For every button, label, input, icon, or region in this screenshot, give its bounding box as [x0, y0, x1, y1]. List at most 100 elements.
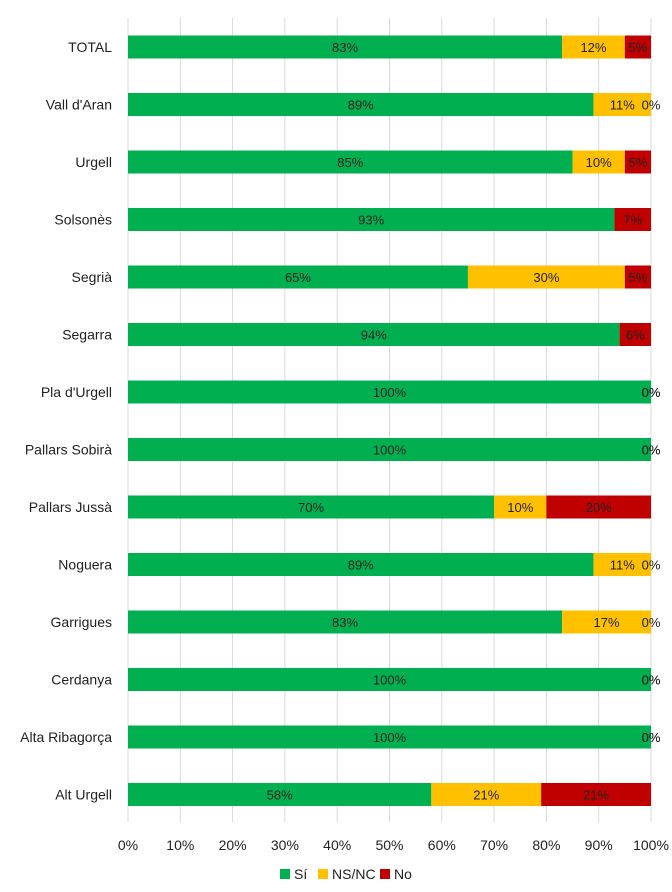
data-label: 11% [610, 558, 635, 573]
bar-segment [128, 93, 594, 116]
data-label: 100% [373, 385, 407, 400]
data-label: 65% [285, 270, 311, 285]
data-label: 100% [373, 730, 407, 745]
category-label: Pla d'Urgell [41, 384, 112, 400]
bar-segment [546, 495, 651, 519]
legend-label: Sí [294, 866, 307, 882]
data-label: 70% [298, 500, 324, 515]
data-label: 0% [642, 98, 661, 113]
data-label: 10% [586, 155, 612, 170]
data-label: 5% [629, 270, 648, 285]
bar-segment [128, 438, 651, 461]
data-label: 0% [642, 615, 661, 630]
x-tick-label: 90% [585, 837, 613, 853]
bar-segment [128, 380, 651, 404]
bar-segment [128, 725, 651, 749]
data-label: 83% [332, 40, 358, 55]
data-label: 17% [594, 615, 620, 630]
data-label: 93% [358, 213, 384, 228]
category-label: Cerdanya [51, 672, 112, 688]
data-label: 58% [267, 788, 293, 803]
bar-segment [572, 150, 625, 174]
legend-swatch [280, 869, 290, 879]
x-tick-label: 20% [219, 837, 247, 853]
data-label: 0% [642, 730, 661, 745]
data-label: 83% [332, 615, 358, 630]
bar-segment [562, 610, 651, 634]
data-label: 0% [642, 443, 661, 458]
x-tick-label: 70% [480, 837, 508, 853]
bar-segment [593, 553, 651, 576]
bar-segment [619, 323, 651, 346]
bar-segment [562, 35, 625, 59]
bar-segment [431, 783, 542, 806]
data-label: 100% [373, 673, 407, 688]
bar-segment [128, 323, 620, 346]
bar-segment [467, 265, 625, 289]
bar-segment [128, 610, 563, 634]
data-label: 20% [586, 500, 612, 515]
bar-segment [593, 93, 651, 116]
x-tick-label: 50% [375, 837, 403, 853]
bar-segment [494, 495, 547, 519]
data-label: 0% [642, 558, 661, 573]
category-label: Urgell [75, 154, 112, 170]
data-label: 12% [580, 40, 606, 55]
bar-segment [624, 265, 651, 289]
x-tick-label: 60% [428, 837, 456, 853]
data-label: 21% [473, 788, 499, 803]
bar-segment [128, 35, 563, 59]
legend-label: No [394, 866, 412, 882]
bar-segment [128, 668, 651, 691]
data-label: 85% [337, 155, 363, 170]
legend-swatch [318, 869, 328, 879]
category-label: Solsonès [54, 212, 112, 228]
category-label: Segarra [62, 327, 112, 343]
data-label: 0% [642, 730, 661, 745]
category-label: Pallars Jussà [29, 499, 112, 515]
bar-segment [128, 783, 432, 806]
bar-segment [128, 208, 615, 231]
x-tick-label: 100% [633, 837, 669, 853]
category-label: Alt Urgell [55, 787, 112, 803]
data-label: 0% [642, 443, 661, 458]
x-tick-label: 10% [166, 837, 194, 853]
category-label: Garrigues [51, 614, 112, 630]
data-label: 89% [348, 98, 374, 113]
data-label: 0% [642, 673, 661, 688]
data-label: 0% [642, 385, 661, 400]
bar-segment [128, 265, 468, 289]
bar-segment [624, 150, 651, 174]
data-label: 100% [373, 443, 407, 458]
bar-segment [614, 208, 651, 231]
category-label: Segrià [72, 269, 113, 285]
data-label: 11% [610, 98, 635, 113]
category-label: TOTAL [68, 39, 112, 55]
bar-segment [128, 150, 573, 174]
data-label: 30% [533, 270, 559, 285]
data-label: 0% [642, 673, 661, 688]
category-label: Pallars Sobirà [25, 442, 112, 458]
category-label: Alta Ribagorça [20, 729, 112, 745]
bar-segment [624, 35, 651, 59]
legend-swatch [380, 869, 390, 879]
data-label: 0% [642, 385, 661, 400]
data-label: 7% [623, 213, 642, 228]
data-label: 89% [348, 558, 374, 573]
category-label: Vall d'Aran [46, 97, 112, 113]
bar-segment [128, 495, 495, 519]
data-label: 94% [361, 328, 387, 343]
x-tick-label: 0% [118, 837, 138, 853]
x-tick-label: 30% [271, 837, 299, 853]
x-tick-label: 40% [323, 837, 351, 853]
legend-label: NS/NC [332, 866, 376, 882]
data-label: 5% [629, 155, 648, 170]
bar-segment [128, 553, 594, 576]
category-label: Noguera [58, 557, 112, 573]
data-label: 6% [626, 328, 645, 343]
data-label: 5% [629, 40, 648, 55]
bar-segment [541, 783, 651, 806]
x-tick-label: 80% [532, 837, 560, 853]
